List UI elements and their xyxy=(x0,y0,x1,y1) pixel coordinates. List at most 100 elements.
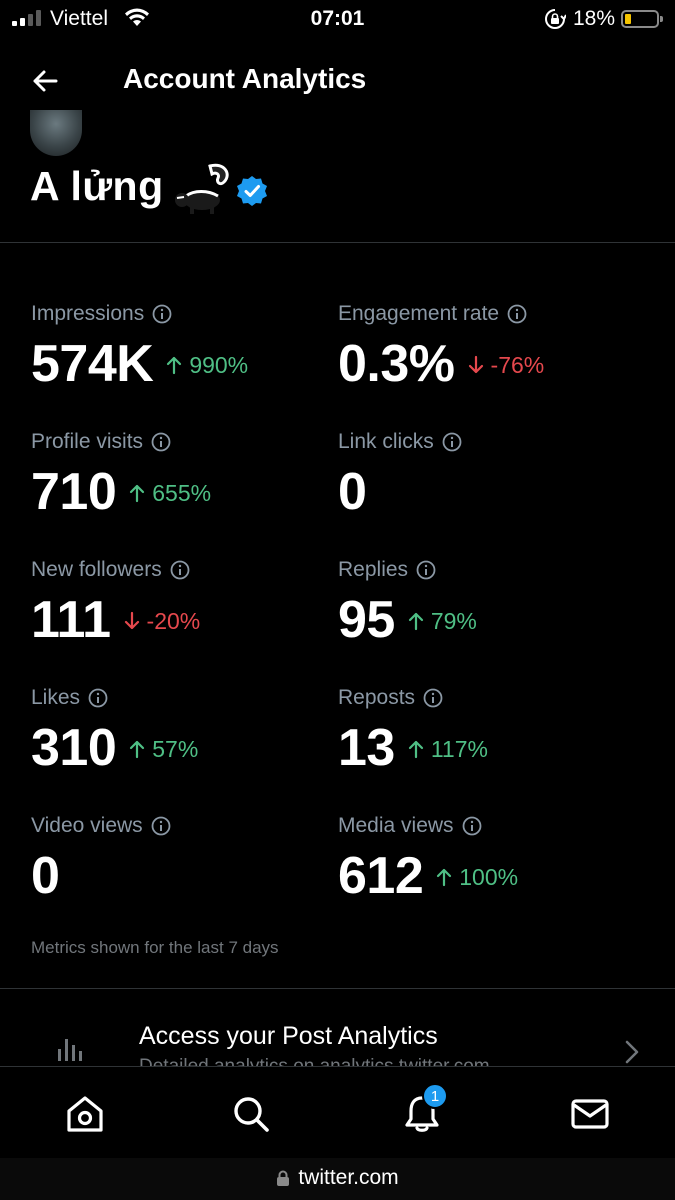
metric-media-views: Media views 612 100% xyxy=(338,812,638,904)
info-icon[interactable] xyxy=(507,304,527,324)
metric-change-text: 655% xyxy=(152,479,212,506)
metric-label: Engagement rate xyxy=(338,300,638,328)
metric-label: Replies xyxy=(338,556,638,584)
info-icon[interactable] xyxy=(416,560,436,580)
notification-badge: 1 xyxy=(422,1083,448,1109)
metric-label-text: Link clicks xyxy=(338,430,434,453)
post-analytics-subtitle: Detailed analytics on analytics.twitter.… xyxy=(139,1056,490,1066)
info-icon[interactable] xyxy=(462,816,482,836)
metric-label: Link clicks xyxy=(338,428,638,456)
status-time: 07:01 xyxy=(310,7,365,30)
metric-label: Video views xyxy=(31,812,331,840)
metric-change-text: 990% xyxy=(189,351,249,378)
post-analytics-title: Access your Post Analytics xyxy=(139,1022,438,1050)
arrow-down-icon xyxy=(124,611,139,630)
metric-label: Impressions xyxy=(31,300,331,328)
metric-change-text: -76% xyxy=(490,351,545,378)
profile-name: A lửng xyxy=(30,163,164,209)
mail-icon xyxy=(571,1099,609,1129)
metric-video-views: Video views 0 xyxy=(31,812,331,904)
metric-label-text: Media views xyxy=(338,814,454,837)
metric-change-text: 117% xyxy=(430,735,488,762)
url-display[interactable]: twitter.com xyxy=(0,1166,675,1190)
nav-messages[interactable] xyxy=(565,1089,615,1139)
metric-label-text: Likes xyxy=(31,686,81,709)
metric-value-row: 95 79% xyxy=(338,592,638,648)
metric-change: 100% xyxy=(435,864,518,891)
nav-search[interactable] xyxy=(226,1089,276,1139)
metric-link-clicks: Link clicks 0 xyxy=(338,428,638,520)
metric-value: 0 xyxy=(338,463,367,521)
metric-value-row: 0 xyxy=(31,848,331,904)
metric-label: Profile visits xyxy=(31,428,331,456)
bottom-nav xyxy=(0,1066,675,1159)
metric-change: 79% xyxy=(407,608,477,635)
metric-value-row: 310 57% xyxy=(31,720,331,776)
info-icon[interactable] xyxy=(170,560,190,580)
metric-value-row: 13 117% xyxy=(338,720,638,776)
wifi-icon xyxy=(125,8,149,26)
metric-label: New followers xyxy=(31,556,331,584)
metric-label-text: Replies xyxy=(338,558,409,581)
info-icon[interactable] xyxy=(151,432,171,452)
metric-change-text: 79% xyxy=(430,607,477,634)
metric-value: 0 xyxy=(31,847,60,905)
lock-icon xyxy=(277,1170,290,1186)
metric-label-text: New followers xyxy=(31,558,162,581)
info-icon[interactable] xyxy=(151,816,171,836)
info-icon[interactable] xyxy=(88,688,108,708)
nav-home[interactable] xyxy=(60,1089,110,1139)
bar-chart-icon xyxy=(58,1039,82,1061)
metric-replies: Replies 95 79% xyxy=(338,556,638,648)
section-divider xyxy=(0,988,675,989)
metrics-footnote: Metrics shown for the last 7 days xyxy=(31,938,279,957)
metric-change: 655% xyxy=(128,480,211,507)
metric-change-text: 57% xyxy=(152,735,199,762)
header-divider xyxy=(0,242,675,243)
metric-profile-visits: Profile visits 710 655% xyxy=(31,428,331,520)
metric-label: Media views xyxy=(338,812,638,840)
metric-engagement-rate: Engagement rate 0.3% -76% xyxy=(338,300,638,392)
metric-label-text: Impressions xyxy=(31,302,145,325)
metric-change: -76% xyxy=(467,351,545,379)
url-text: twitter.com xyxy=(298,1166,399,1189)
metric-label-text: Reposts xyxy=(338,686,416,709)
carrier-name: Viettel xyxy=(50,7,108,30)
metric-change: 57% xyxy=(128,736,198,763)
info-icon[interactable] xyxy=(152,304,172,324)
arrow-up-icon xyxy=(408,740,423,759)
metric-value: 710 xyxy=(31,463,117,521)
metric-impressions: Impressions 574K 990% xyxy=(31,300,331,392)
browser-url-bar[interactable] xyxy=(0,1158,675,1200)
metric-label-text: Engagement rate xyxy=(338,302,500,325)
info-icon[interactable] xyxy=(423,688,443,708)
metric-value-row: 111 -20% xyxy=(31,592,331,648)
metric-value: 95 xyxy=(338,591,395,649)
arrow-up-icon xyxy=(167,356,182,375)
signal-icon xyxy=(12,10,41,26)
arrow-up-icon xyxy=(130,740,145,759)
metric-change: 117% xyxy=(407,736,488,763)
verified-badge-icon xyxy=(237,176,267,206)
info-icon[interactable] xyxy=(442,432,462,452)
metric-likes: Likes 310 57% xyxy=(31,684,331,776)
avatar[interactable] xyxy=(30,110,82,156)
metric-label: Likes xyxy=(31,684,331,712)
metric-value-row: 710 655% xyxy=(31,464,331,520)
metric-value: 574K xyxy=(31,335,154,393)
status-bar: Viettel 07:01 18% xyxy=(0,0,675,40)
metric-change-text: 100% xyxy=(459,863,519,890)
arrow-down-icon xyxy=(468,355,483,374)
metric-reposts: Reposts 13 117% xyxy=(338,684,638,776)
metric-new-followers: New followers 111 -20% xyxy=(31,556,331,648)
metric-value: 111 xyxy=(31,591,111,649)
search-icon xyxy=(234,1097,269,1132)
skunk-emoji-icon xyxy=(175,163,229,214)
rotation-lock-icon xyxy=(545,9,566,29)
metric-change-text: -20% xyxy=(146,607,201,634)
chevron-right-icon xyxy=(625,1040,639,1064)
battery-icon xyxy=(621,10,663,28)
metric-value-row: 0.3% -76% xyxy=(338,336,638,392)
page-title: Account Analytics xyxy=(123,63,367,94)
back-arrow-icon[interactable] xyxy=(28,64,62,98)
